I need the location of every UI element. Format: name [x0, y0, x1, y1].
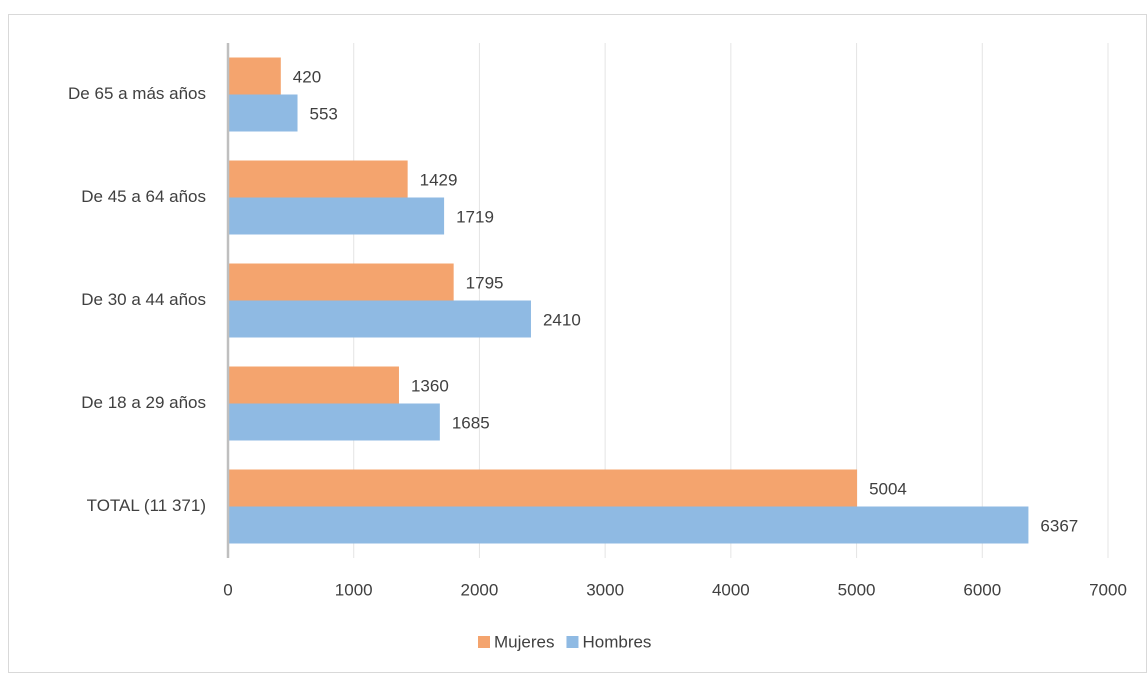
- data-label: 1360: [411, 376, 449, 395]
- bar: [228, 366, 399, 404]
- x-tick-label: 6000: [963, 580, 1001, 599]
- x-tick-label: 5000: [838, 580, 876, 599]
- y-tick-label: De 18 a 29 años: [81, 393, 206, 412]
- y-tick-label: De 45 a 64 años: [81, 187, 206, 206]
- x-tick-label: 1000: [335, 580, 373, 599]
- data-label: 1429: [420, 170, 458, 189]
- y-tick-label: TOTAL (11 371): [87, 496, 206, 515]
- bar: [228, 94, 298, 132]
- data-label: 1795: [466, 273, 504, 292]
- data-label: 5004: [869, 479, 907, 498]
- bar: [228, 506, 1029, 544]
- chart-border: [8, 14, 1147, 673]
- bar: [228, 197, 445, 235]
- bar: [228, 160, 408, 198]
- data-label: 6367: [1040, 516, 1078, 535]
- bar: [228, 403, 440, 441]
- data-label: 420: [293, 67, 321, 86]
- legend-swatch: [478, 636, 490, 648]
- legend-label: Mujeres: [494, 632, 554, 651]
- y-tick-label: De 65 a más años: [68, 84, 206, 103]
- bar: [228, 263, 454, 301]
- x-tick-label: 2000: [461, 580, 499, 599]
- bar: [228, 57, 281, 95]
- legend-label: Hombres: [582, 632, 651, 651]
- x-tick-label: 4000: [712, 580, 750, 599]
- y-tick-label: De 30 a 44 años: [81, 290, 206, 309]
- x-tick-label: 7000: [1089, 580, 1127, 599]
- bar: [228, 300, 531, 338]
- data-label: 1719: [456, 207, 494, 226]
- data-label: 2410: [543, 310, 581, 329]
- data-label: 1685: [452, 413, 490, 432]
- data-label: 553: [310, 104, 338, 123]
- x-tick-label: 3000: [586, 580, 624, 599]
- legend-swatch: [566, 636, 579, 648]
- x-tick-label: 0: [223, 580, 232, 599]
- bar: [228, 469, 858, 507]
